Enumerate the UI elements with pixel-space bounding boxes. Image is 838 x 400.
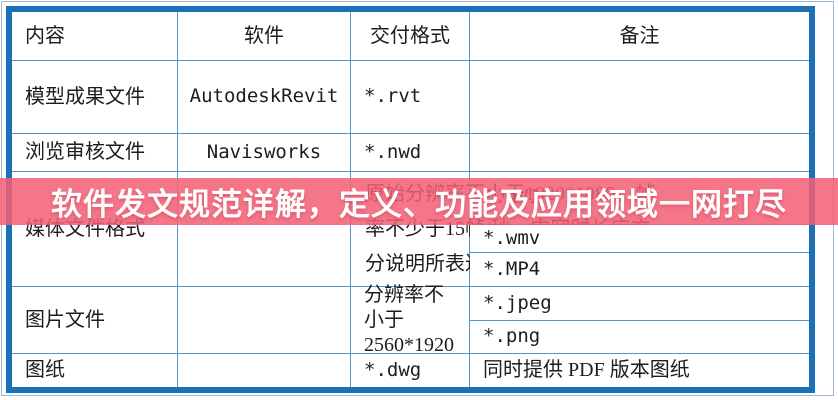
row-review-remark [470, 134, 809, 171]
headline-banner: 软件发文规范详解，定义、功能及应用领域一网打尽 [0, 178, 838, 225]
row-model-software: AutodeskRevit [178, 61, 350, 133]
row-drawing-format: *.dwg [351, 354, 469, 387]
header-remark: 备注 [470, 12, 809, 60]
row-image-software [178, 287, 350, 353]
row-image-remark: 分辨率不小于 2560*1920 [351, 284, 469, 356]
row-model-label: 模型成果文件 [12, 61, 177, 133]
row-model-remark [470, 61, 809, 133]
row-model-format: *.rvt [351, 61, 469, 133]
row-image-format-jpeg: *.jpeg [470, 287, 809, 320]
row-review-format: *.nwd [351, 134, 469, 171]
row-drawing-software [178, 354, 350, 387]
row-review-software: Navisworks [178, 134, 350, 171]
row-drawing-label: 图纸 [12, 354, 177, 387]
header-content: 内容 [12, 12, 177, 60]
row-review-label: 浏览审核文件 [12, 134, 177, 171]
row-drawing-remark: 同时提供 PDF 版本图纸 [470, 354, 809, 387]
row-image-format-png: *.png [470, 321, 809, 353]
headline-text: 软件发文规范详解，定义、功能及应用领域一网打尽 [51, 187, 787, 223]
row-media-format-mp4: *.MP4 [470, 253, 809, 286]
header-software: 软件 [178, 12, 350, 60]
header-format: 交付格式 [351, 12, 469, 60]
row-image-label: 图片文件 [12, 287, 177, 353]
row-media-format-wmv: *.wmv [470, 225, 809, 252]
